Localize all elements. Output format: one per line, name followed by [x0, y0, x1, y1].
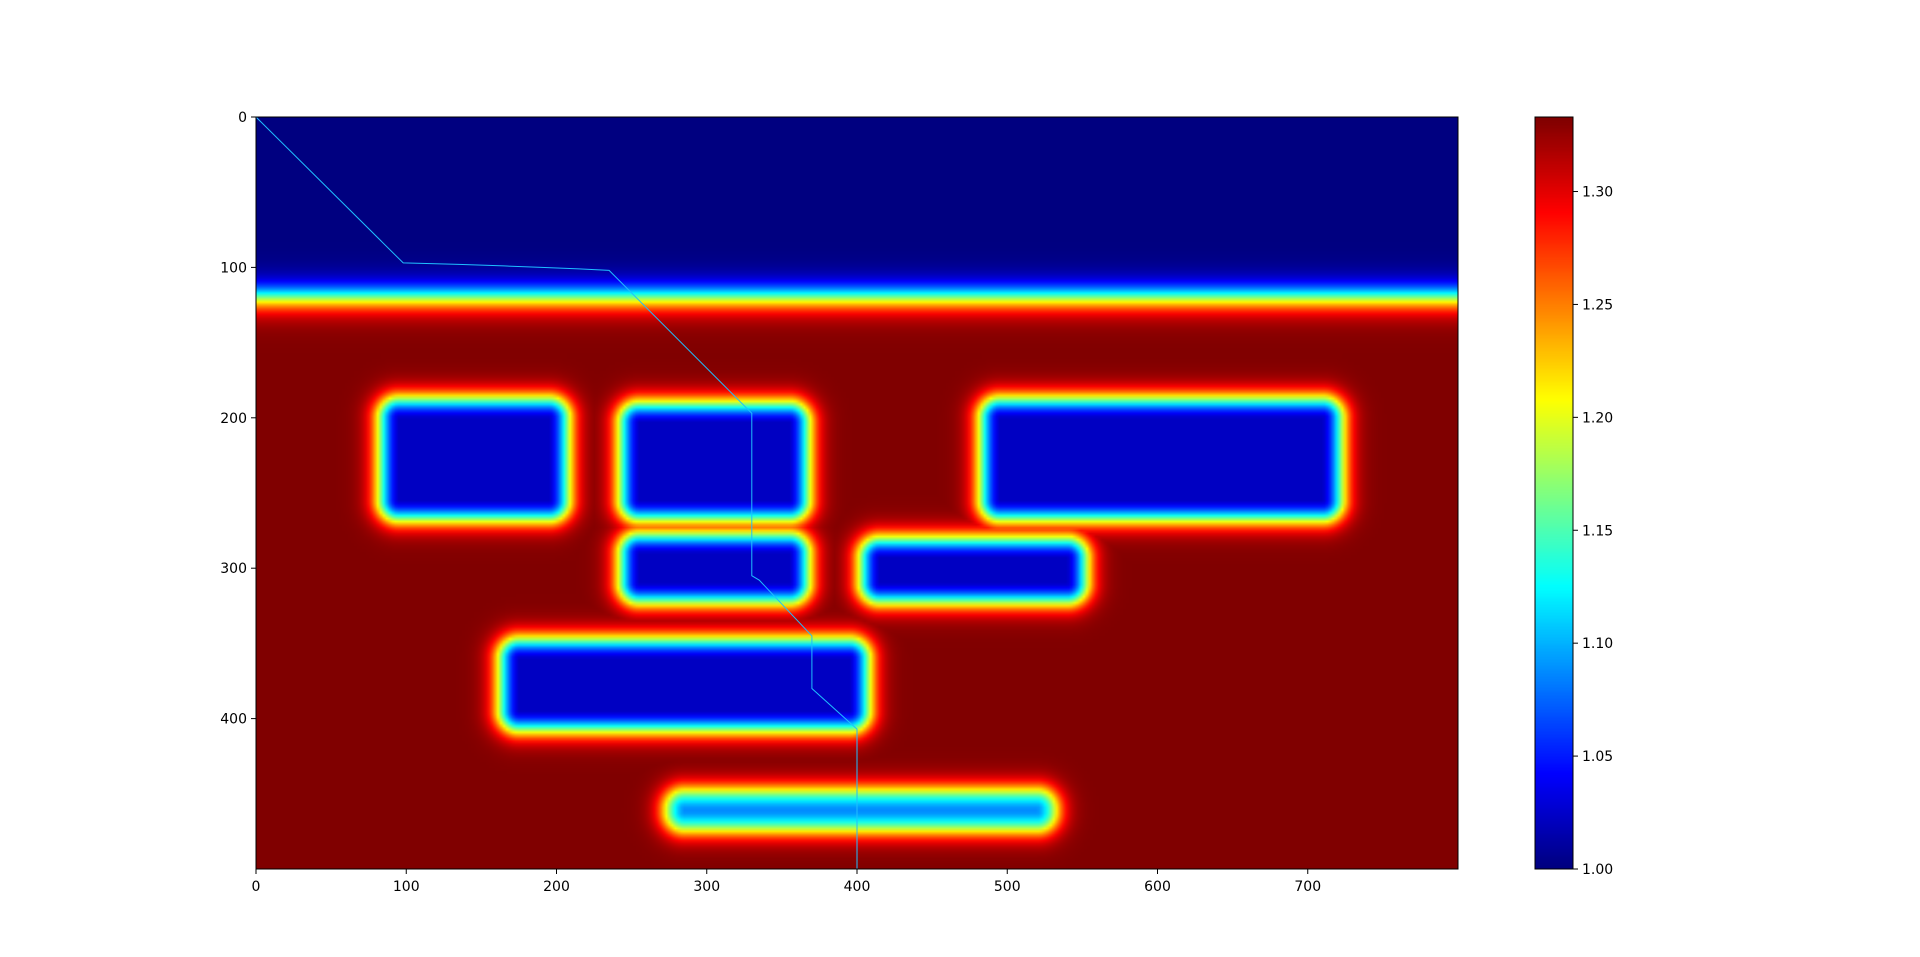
x-tick-label: 700 — [1294, 879, 1321, 895]
heatmap-plot — [255, 116, 1459, 870]
y-tick-label: 100 — [220, 260, 247, 276]
x-tick-label: 300 — [693, 879, 720, 895]
colorbar-tick-label: 1.10 — [1582, 636, 1613, 652]
x-tick-label: 400 — [844, 879, 871, 895]
colorbar-tick-label: 1.25 — [1582, 297, 1613, 313]
colorbar-tick-label: 1.30 — [1582, 185, 1613, 201]
colorbar-gradient — [1535, 117, 1573, 869]
x-tick-label: 500 — [994, 879, 1021, 895]
y-tick-label: 0 — [238, 110, 247, 126]
colorbar-axis: 1.00 1.05 1.10 1.15 1.20 1.25 1.30 — [1573, 185, 1613, 878]
x-tick-label: 100 — [393, 879, 420, 895]
y-tick-label: 300 — [220, 561, 247, 577]
x-axis: 0 100 200 300 400 500 600 700 — [252, 869, 1321, 895]
colorbar-tick-label: 1.05 — [1582, 749, 1613, 765]
colorbar-tick-label: 1.00 — [1582, 862, 1613, 878]
colorbar-tick-label: 1.20 — [1582, 410, 1613, 426]
colorbar: 1.00 1.05 1.10 1.15 1.20 1.25 1.30 — [1534, 116, 1613, 878]
y-axis: 0 100 200 300 400 — [220, 110, 256, 728]
x-tick-label: 600 — [1144, 879, 1171, 895]
path-line — [255, 116, 858, 869]
x-tick-label: 0 — [252, 879, 261, 895]
y-tick-label: 200 — [220, 411, 247, 427]
y-tick-label: 400 — [220, 712, 247, 728]
colorbar-frame — [1534, 116, 1574, 870]
colorbar-tick-label: 1.15 — [1582, 523, 1613, 539]
x-tick-label: 200 — [543, 879, 570, 895]
